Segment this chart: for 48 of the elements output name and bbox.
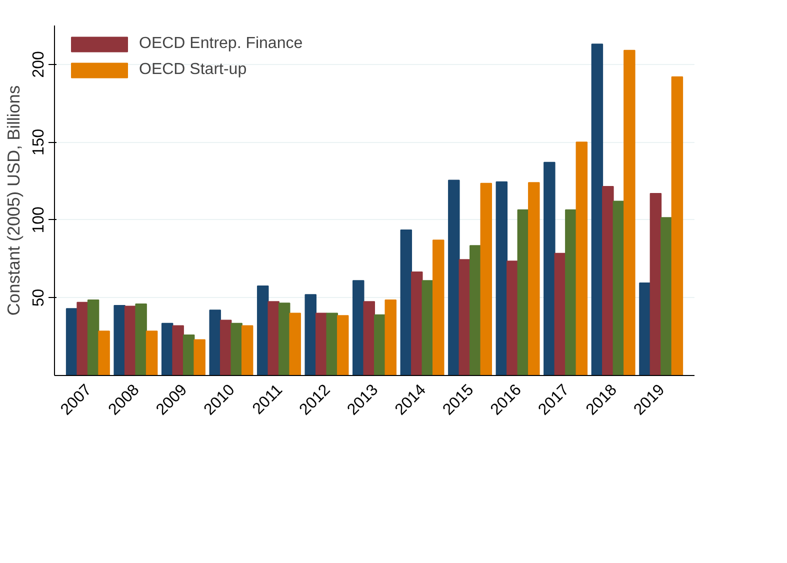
bar	[400, 230, 412, 376]
bar	[76, 302, 88, 376]
bar	[602, 186, 614, 376]
bar	[98, 330, 110, 376]
bar	[624, 50, 636, 376]
bar	[470, 245, 482, 376]
legend-label: OECD Entrep. Finance	[139, 35, 303, 53]
bar	[639, 282, 651, 376]
bar	[591, 44, 604, 376]
bar	[650, 193, 662, 376]
bar	[146, 330, 158, 376]
bar	[363, 301, 375, 376]
bar	[182, 334, 195, 376]
bar	[576, 142, 588, 376]
bar	[432, 240, 444, 376]
bar	[172, 325, 184, 376]
bar	[336, 315, 349, 376]
bar	[660, 217, 672, 376]
bar	[544, 162, 556, 376]
bar	[565, 209, 577, 376]
bar	[268, 301, 280, 376]
bar	[480, 182, 492, 376]
bar	[209, 310, 221, 376]
bar	[135, 303, 147, 376]
bar	[448, 180, 460, 376]
y-tick-label: 50	[30, 288, 48, 307]
bar	[289, 312, 301, 376]
bar	[241, 325, 254, 376]
bar	[326, 312, 338, 376]
y-axis-title: Constant (2005) USD, Billions	[4, 85, 24, 316]
bar	[352, 280, 364, 376]
bar	[194, 339, 206, 376]
bar	[384, 300, 396, 376]
y-tick-label: 150	[30, 128, 48, 156]
bar	[256, 286, 269, 376]
bar	[304, 294, 316, 376]
bar	[496, 181, 508, 376]
y-tick-label: 200	[30, 50, 48, 78]
legend-label: OECD Start-up	[139, 61, 247, 79]
bar	[114, 305, 126, 376]
y-tick-label: 100	[30, 206, 48, 234]
bar	[506, 260, 518, 376]
bar	[528, 182, 540, 376]
bar	[278, 302, 290, 376]
bar	[230, 322, 242, 376]
bar	[87, 300, 100, 376]
bar	[671, 76, 684, 376]
bar	[411, 272, 423, 376]
